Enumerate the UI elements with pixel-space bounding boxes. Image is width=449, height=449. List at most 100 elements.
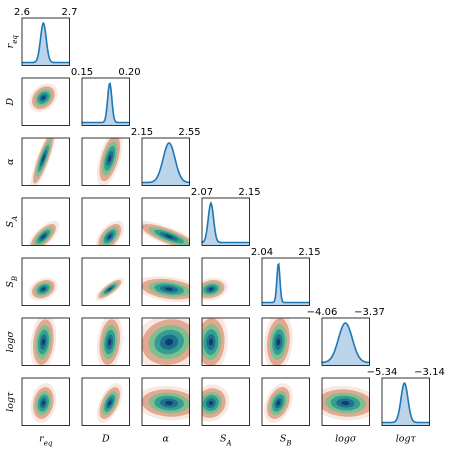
joint-frame [81, 197, 130, 246]
marginal-fill-logτ [382, 383, 430, 426]
x-axis-label-S_B: SB [280, 434, 292, 448]
joint-panel-α-vs-S_B [141, 257, 190, 306]
marginal-panel-r_eq: 2.6 2.7 [14, 7, 77, 66]
range-min-label-S_A: 2.07 [191, 187, 213, 198]
joint-frame [321, 377, 370, 426]
marginal-fill-r_eq [22, 23, 70, 66]
density-contours [95, 277, 124, 301]
y-axis-label-r_eq: req [5, 35, 19, 49]
joint-frame [141, 377, 190, 426]
joint-frame [201, 377, 250, 426]
joint-panel-D-vs-S_A [81, 197, 130, 246]
marginal-panel-S_B: 2.04 2.15 [251, 247, 321, 306]
joint-panel-α-vs-logσ [141, 317, 190, 366]
joint-frame [81, 317, 130, 366]
joint-frame [141, 197, 190, 246]
density-level-5 [208, 338, 213, 346]
density-contours [29, 83, 58, 113]
density-level-5 [165, 338, 174, 346]
range-max-label-α: 2.55 [178, 127, 200, 138]
joint-panel-D-vs-α [81, 137, 130, 186]
joint-frame [21, 197, 70, 246]
joint-frame [141, 317, 190, 366]
range-max-label-logσ: −3.37 [354, 307, 385, 318]
range-min-label-logτ: −5.34 [367, 367, 398, 378]
y-axis-label-S_B: SB [5, 276, 19, 288]
density-contours [30, 318, 57, 366]
joint-panel-r_eq-vs-α [21, 137, 70, 186]
x-axis-label-S_A: SA [220, 434, 232, 448]
y-axis-label-S_A: SA [5, 216, 19, 228]
y-axis-label-α: α [5, 158, 16, 165]
marginal-frame-logσ [321, 317, 370, 366]
density-level-5 [108, 287, 112, 291]
joint-frame [81, 137, 130, 186]
density-level-5 [276, 400, 281, 406]
joint-panel-α-vs-logτ [141, 377, 190, 426]
marginal-panel-D: 0.15 0.20 [71, 67, 141, 126]
x-axis-label-logσ: logσ [335, 434, 357, 445]
range-max-label-r_eq: 2.7 [62, 7, 78, 18]
joint-frame [21, 377, 70, 426]
y-axis-label-D: D [5, 98, 16, 107]
marginal-fill-S_A [202, 203, 250, 246]
marginal-frame-S_B [261, 257, 310, 306]
marginal-frame-r_eq [21, 17, 70, 66]
x-axis-label-logτ: logτ [396, 434, 417, 445]
joint-frame [81, 257, 130, 306]
joint-frame [261, 377, 310, 426]
density-level-5 [108, 155, 112, 162]
density-level-5 [41, 234, 46, 239]
range-min-label-α: 2.15 [131, 127, 153, 138]
range-max-label-S_A: 2.15 [238, 187, 260, 198]
density-contours [96, 138, 123, 186]
density-contours [29, 277, 58, 301]
density-contours [96, 318, 123, 366]
marginal-curve-S_A [201, 200, 250, 244]
joint-frame [201, 317, 250, 366]
marginal-curve-α [142, 142, 191, 184]
density-level-5 [208, 400, 214, 406]
joint-panel-r_eq-vs-logσ [21, 317, 70, 366]
density-contours [322, 385, 370, 421]
marginal-curve-logσ [321, 322, 371, 364]
joint-panel-r_eq-vs-S_B [21, 257, 70, 306]
joint-panel-D-vs-logσ [81, 317, 130, 366]
density-contours [264, 318, 293, 366]
joint-panel-α-vs-S_A [141, 197, 190, 246]
density-contours [30, 138, 57, 186]
density-level-5 [165, 401, 174, 406]
density-contours [30, 383, 57, 424]
density-level-5 [41, 154, 45, 163]
joint-panel-D-vs-S_B [81, 257, 130, 306]
range-max-label-D: 0.20 [118, 67, 140, 78]
density-contours [202, 277, 229, 301]
range-min-label-logσ: −4.06 [307, 307, 338, 318]
x-axis-label-D: D [101, 434, 110, 445]
marginal-frame-S_A [201, 197, 250, 246]
range-max-label-S_B: 2.15 [298, 247, 320, 258]
joint-frame [261, 317, 310, 366]
density-contours [96, 383, 123, 423]
joint-panel-S_B-vs-logτ [261, 377, 310, 426]
marginal-panel-logσ: −4.06 −3.37 [307, 307, 385, 366]
joint-frame [81, 377, 130, 426]
x-axis-label-r_eq: req [39, 434, 53, 448]
density-contours [202, 384, 230, 422]
range-min-label-S_B: 2.04 [251, 247, 273, 258]
range-min-label-D: 0.15 [71, 67, 93, 78]
y-axis-label-logτ: logτ [5, 391, 16, 412]
joint-panel-S_A-vs-S_B [201, 257, 250, 306]
joint-panel-D-vs-logτ [81, 377, 130, 426]
marginal-frame-α [141, 137, 190, 186]
density-level-5 [41, 96, 46, 100]
range-max-label-logτ: −3.14 [414, 367, 445, 378]
density-contours [202, 318, 229, 366]
marginal-fill-S_B [262, 264, 310, 306]
marginal-curve-logτ [382, 382, 430, 424]
density-level-5 [208, 287, 213, 291]
marginal-frame-D [81, 77, 130, 126]
marginal-frame-logτ [381, 377, 430, 426]
density-level-5 [276, 338, 281, 346]
marginal-panel-S_A: 2.07 2.15 [191, 187, 261, 246]
